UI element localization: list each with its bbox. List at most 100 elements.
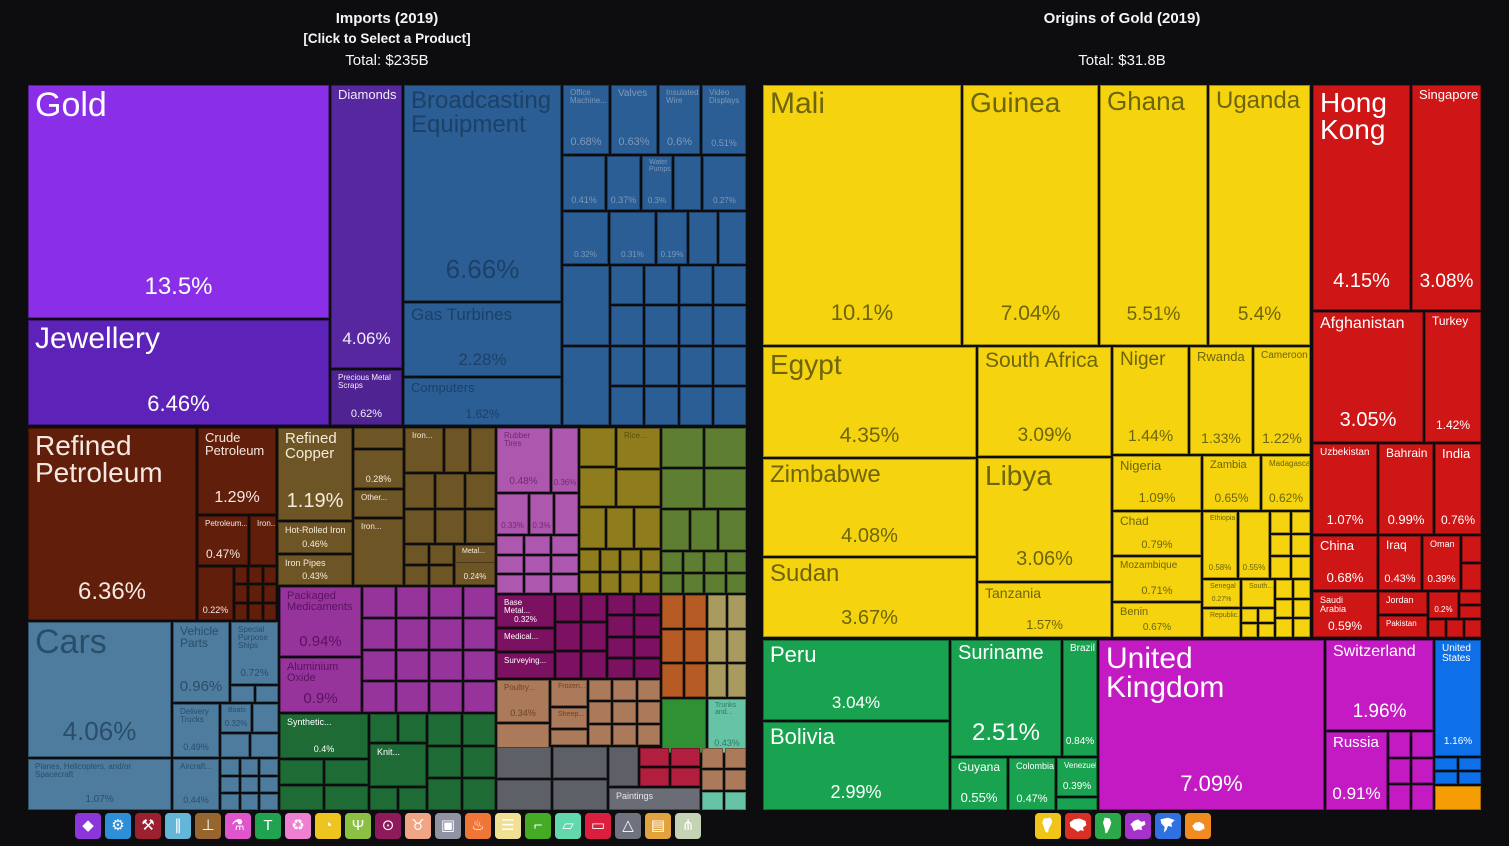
treemap-cell[interactable] [708, 629, 726, 663]
treemap-cell-uzbekistan[interactable]: Uzbekistan 1.07% [1313, 444, 1377, 534]
treemap-cell[interactable] [641, 572, 660, 593]
treemap-cell[interactable] [635, 658, 660, 678]
treemap-cell[interactable] [607, 508, 633, 548]
treemap-cell[interactable] [728, 595, 746, 628]
treemap-cell[interactable] [435, 509, 465, 543]
treemap-cell[interactable] [662, 595, 683, 628]
treemap-cell[interactable] [430, 682, 462, 712]
treemap-cell-united-states[interactable]: United States 1.16% [1435, 640, 1481, 756]
treemap-cell[interactable] [1435, 772, 1457, 784]
treemap-cell[interactable] [662, 664, 683, 697]
treemap-cell[interactable] [428, 779, 461, 810]
pickaxe-icon[interactable]: ⚒ [135, 813, 161, 839]
treemap-cell[interactable] [580, 468, 615, 506]
treemap-cell[interactable] [611, 306, 644, 345]
treemap-cell-pakistan[interactable]: Pakistan [1379, 616, 1427, 637]
treemap-cell[interactable] [263, 567, 276, 584]
treemap-cell[interactable] [1291, 534, 1310, 556]
treemap-cell[interactable] [396, 682, 428, 712]
treemap-cell[interactable] [685, 595, 706, 628]
treemap-cell-petroleum[interactable]: Petroleum... 0.47% [198, 516, 248, 565]
treemap-cell[interactable] [725, 770, 746, 790]
treemap-cell[interactable] [1389, 758, 1410, 784]
treemap-cell[interactable] [613, 702, 636, 723]
treemap-cell[interactable] [705, 552, 725, 572]
treemap-cell-brazil[interactable]: Brazil 0.84% [1063, 640, 1097, 756]
treemap-cell-cell[interactable]: 0.2% [1429, 592, 1458, 618]
treemap-cell[interactable] [718, 212, 746, 264]
treemap-cell[interactable] [497, 779, 551, 810]
treemap-cell[interactable] [645, 306, 678, 345]
treemap-cell-cell[interactable]: 0.22% [198, 567, 233, 620]
treemap-cell-cell[interactable] [674, 156, 701, 210]
treemap-cell[interactable] [671, 748, 700, 766]
recycle-icon[interactable]: ♻ [285, 813, 311, 839]
treemap-cell[interactable] [363, 618, 395, 649]
treemap-cell[interactable] [640, 748, 669, 766]
treemap-cell-iron[interactable]: Iron... [405, 428, 443, 472]
treemap-cell[interactable] [1294, 599, 1310, 618]
treemap-cell-jewellery[interactable]: Jewellery 6.46% [28, 320, 329, 425]
treemap-cell[interactable] [249, 603, 262, 620]
meat-icon[interactable]: ♨ [465, 813, 491, 839]
treemap-cell[interactable] [634, 508, 660, 548]
treemap-cell-suriname[interactable]: Suriname 2.51% [951, 640, 1061, 756]
treemap-cell-niger[interactable]: Niger 1.44% [1113, 347, 1188, 454]
treemap-cell[interactable] [621, 550, 640, 571]
treemap-cell[interactable] [713, 346, 746, 385]
treemap-cell[interactable] [552, 575, 578, 593]
treemap-cell[interactable] [462, 746, 495, 778]
treemap-cell[interactable] [1242, 624, 1257, 637]
treemap-cell-cell[interactable]: 0.36% [552, 428, 578, 492]
treemap-cell[interactable] [370, 788, 397, 810]
treemap-cell[interactable] [556, 651, 580, 678]
treemap-cell[interactable] [552, 555, 578, 574]
treemap-cell-diamonds[interactable]: Diamonds 4.06% [331, 85, 402, 368]
treemap-cell[interactable] [1460, 606, 1481, 618]
gauge-icon[interactable]: ⊙ [375, 813, 401, 839]
treemap-cell[interactable] [613, 680, 636, 701]
treemap-cell[interactable] [1389, 732, 1410, 757]
treemap-cell[interactable] [1291, 512, 1310, 533]
treemap-cell-cell[interactable]: 0.41% [563, 156, 605, 210]
treemap-cell-mali[interactable]: Mali 10.1% [763, 85, 961, 345]
box-icon[interactable]: ▣ [435, 813, 461, 839]
hide-icon[interactable]: ▱ [555, 813, 581, 839]
treemap-cell[interactable] [685, 629, 706, 663]
treemap-cell-metal[interactable]: Metal... [455, 545, 495, 563]
treemap-cell[interactable] [600, 550, 619, 571]
treemap-cell[interactable] [471, 428, 495, 472]
treemap-cell[interactable] [662, 552, 682, 572]
treemap-cell[interactable] [405, 474, 434, 508]
treemap-cell-uganda[interactable]: Uganda 5.4% [1209, 85, 1310, 345]
treemap-cell[interactable] [399, 714, 426, 742]
treemap-cell[interactable] [635, 616, 660, 636]
treemap-cell-jordan[interactable]: Jordan [1379, 592, 1427, 614]
treemap-cell-senegal[interactable]: Senegal 0.27% [1203, 580, 1240, 607]
treemap-cell[interactable] [235, 603, 248, 620]
treemap-cell[interactable] [679, 266, 712, 305]
asia-icon[interactable] [1065, 813, 1091, 839]
treemap-cell[interactable] [466, 509, 495, 543]
treemap-cell[interactable] [235, 567, 248, 584]
treemap-cell-zambia[interactable]: Zambia 0.65% [1203, 456, 1260, 510]
treemap-cell[interactable] [1259, 609, 1274, 622]
treemap-cell[interactable] [260, 776, 278, 793]
treemap-cell[interactable] [1271, 512, 1290, 533]
treemap-cell[interactable] [462, 779, 495, 810]
treemap-cell[interactable] [430, 545, 453, 564]
treemap-cell[interactable] [640, 768, 669, 786]
africa-icon[interactable] [1035, 813, 1061, 839]
treemap-cell[interactable] [690, 510, 718, 550]
treemap-cell[interactable] [728, 629, 746, 663]
clock-icon[interactable]: ◔ [315, 813, 341, 839]
treemap-cell[interactable] [1271, 557, 1290, 578]
knives-icon[interactable]: ⋔ [675, 813, 701, 839]
treemap-cell-rubber-tires[interactable]: Rubber Tires 0.48% [497, 428, 550, 492]
treemap-cell[interactable] [580, 508, 606, 548]
treemap-cell[interactable] [589, 680, 612, 701]
treemap-cell[interactable] [497, 575, 523, 593]
treemap-cell-chad[interactable]: Chad 0.79% [1113, 512, 1201, 555]
treemap-cell[interactable] [524, 555, 551, 574]
treemap-cell[interactable] [713, 306, 746, 345]
